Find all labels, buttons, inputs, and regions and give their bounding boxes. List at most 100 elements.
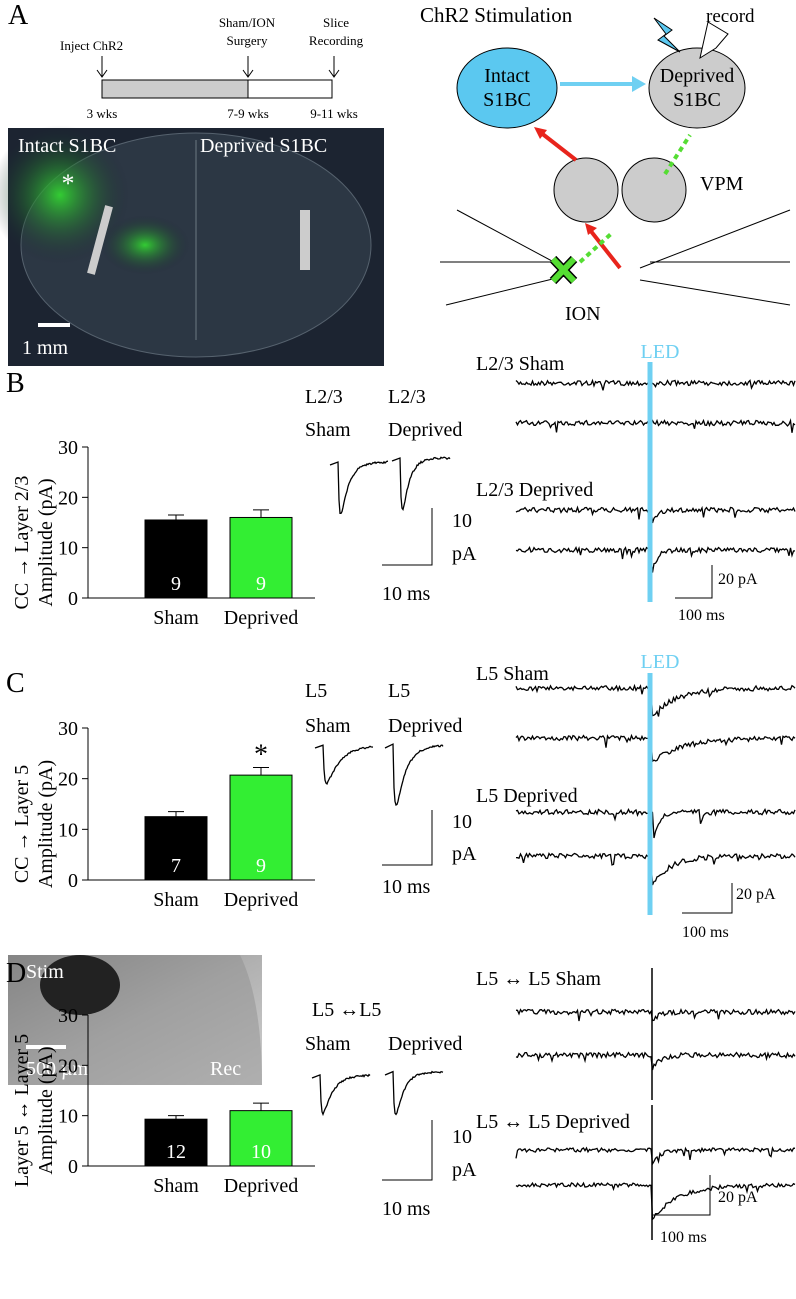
y-axis-label: Layer 5 ↔ Layer 5: [11, 1034, 33, 1187]
y-tick-label: 30: [58, 718, 78, 740]
x-tick-label: Deprived: [224, 607, 298, 629]
example-label: L2/3 Sham: [476, 353, 565, 375]
y-tick-label: 20: [58, 487, 78, 509]
trace-label: Sham: [305, 419, 351, 441]
stim-label: LED: [641, 651, 680, 673]
timeline-event: Recording: [309, 33, 364, 48]
example-label: L5 ↔ L5 Sham: [476, 968, 601, 990]
panel-label: C: [6, 668, 25, 699]
node-label: Deprived: [660, 65, 734, 87]
scale-label: pA: [452, 543, 477, 565]
trace-label: Sham: [305, 715, 351, 737]
error-bar: [253, 767, 269, 776]
timeline-event: Sham/ION: [219, 15, 276, 30]
panel-label: A: [8, 0, 29, 31]
timeline-event: Surgery: [227, 33, 268, 48]
y-axis-label: CC → Layer 5: [11, 765, 33, 883]
timeline-event: Inject ChR2: [60, 38, 123, 53]
circuit-title: ChR2 Stimulation: [420, 3, 573, 27]
trace-label: Deprived: [388, 1033, 462, 1055]
y-tick-label: 0: [68, 588, 78, 610]
example-trace: [515, 683, 796, 717]
example-trace: [515, 505, 796, 524]
example-label: L5 ↔ L5 Deprived: [476, 1111, 630, 1133]
n-label: 10: [251, 1141, 271, 1163]
stim-label: LED: [641, 341, 680, 363]
node-label: S1BC: [673, 89, 721, 111]
trace-label: Deprived: [388, 419, 462, 441]
example-trace: [515, 378, 796, 391]
y-tick-label: 0: [68, 1156, 78, 1178]
bar: [229, 774, 293, 881]
significance: *: [254, 740, 268, 771]
y-tick-label: 10: [58, 1106, 78, 1128]
trace-header: L5 ↔L5: [312, 999, 381, 1021]
node-label: VPM: [700, 173, 744, 195]
node-label: ION: [565, 303, 601, 325]
image-label: Stim: [26, 961, 64, 983]
scale-label: 10 ms: [382, 583, 431, 605]
trace-label: L5: [388, 680, 410, 702]
scale-label: 10: [452, 811, 472, 833]
example-trace: [515, 1181, 796, 1221]
error-bar: [168, 1115, 184, 1120]
timeline-time: 7-9 wks: [227, 106, 269, 121]
example-label: L2/3 Deprived: [476, 479, 593, 501]
example-trace: [515, 1050, 796, 1071]
y-tick-label: 30: [58, 437, 78, 459]
bar: [229, 1110, 293, 1167]
node-label: S1BC: [483, 89, 531, 111]
example-trace: [515, 852, 796, 886]
scale-label: pA: [452, 1159, 477, 1181]
bar: [144, 1118, 208, 1167]
scale-label: 100 ms: [678, 607, 725, 624]
n-label: 9: [256, 855, 266, 877]
example-trace: [515, 733, 796, 763]
image-label: Rec: [210, 1058, 241, 1080]
y-tick-label: 30: [58, 1005, 78, 1027]
timeline: [96, 56, 340, 99]
average-trace: [311, 1073, 371, 1117]
scale-label: 100 ms: [660, 1229, 707, 1246]
scale-label: 1 mm: [22, 337, 69, 359]
n-label: 7: [171, 855, 181, 877]
error-bar: [168, 811, 184, 817]
image-label: 500 µm: [26, 1058, 89, 1080]
example-trace: [515, 546, 796, 573]
y-tick-label: 0: [68, 870, 78, 892]
x-tick-label: Sham: [153, 889, 199, 911]
x-tick-label: Deprived: [224, 889, 298, 911]
error-bar: [253, 509, 269, 518]
bar: [229, 516, 293, 599]
average-trace: [329, 460, 389, 515]
scale-label: 10: [452, 510, 472, 532]
image-marker: *: [62, 169, 75, 198]
scale-label: 20 pA: [718, 571, 758, 588]
error-bar: [168, 514, 184, 520]
n-label: 12: [166, 1141, 186, 1163]
slice-image: [8, 955, 262, 1085]
bar: [144, 519, 208, 599]
example-trace: [515, 1007, 796, 1022]
error-bar: [253, 1102, 269, 1111]
example-trace: [515, 1146, 796, 1166]
bar: [144, 816, 208, 881]
x-tick-label: Deprived: [224, 1175, 298, 1197]
example-trace: [515, 418, 796, 433]
scale-label: 100 ms: [682, 924, 729, 941]
trace-label: L2/3: [388, 386, 426, 408]
circuit-diagram: [440, 17, 791, 306]
image-label: Deprived S1BC: [200, 135, 327, 157]
y-tick-label: 20: [58, 769, 78, 791]
node-label: Intact: [484, 65, 530, 87]
example-label: L5 Sham: [476, 663, 549, 685]
y-axis-label: Amplitude (pA): [35, 760, 57, 888]
average-trace: [384, 743, 444, 806]
trace-label: Sham: [305, 1033, 351, 1055]
scale-label: 10 ms: [382, 1198, 431, 1220]
image-label: Intact S1BC: [18, 135, 116, 157]
brain-image: [0, 125, 384, 366]
timeline-time: 3 wks: [87, 106, 118, 121]
example-trace: [515, 808, 796, 839]
